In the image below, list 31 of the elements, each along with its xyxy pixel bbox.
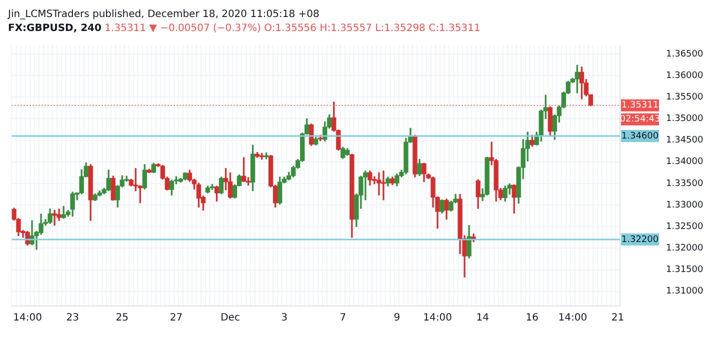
x-tick-label: 14:00 — [13, 312, 42, 324]
x-tick-label: 14:00 — [558, 312, 588, 324]
y-tick-label: 1.33000 — [666, 200, 704, 210]
x-tick-label: 27 — [170, 312, 183, 324]
x-tick-label: 3 — [281, 312, 288, 324]
y-tick-label: 1.34000 — [666, 157, 704, 168]
y-tick-label: 1.31000 — [666, 286, 704, 297]
x-tick-label: 21 — [611, 312, 624, 324]
y-tick-label: 1.36500 — [666, 49, 704, 60]
ref-line-label: 1.34600 — [621, 131, 659, 142]
y-tick-label: 1.35000 — [666, 114, 704, 124]
x-tick-label: 14 — [476, 312, 489, 324]
x-tick-label: 14:00 — [423, 312, 452, 324]
text: Jin_LCMSTraders published, December 18, 2020 11:05:18 +08 — [8, 8, 320, 22]
y-tick-label: 1.35500 — [666, 92, 704, 103]
y-tick-label: 1.36000 — [666, 70, 704, 81]
y-tick-label: 1.31500 — [666, 265, 704, 276]
y-tick-label: 1.32500 — [666, 222, 704, 232]
x-tick-label: 7 — [340, 312, 346, 324]
x-tick-label: Dec — [220, 312, 240, 324]
x-tick-label: 9 — [394, 312, 400, 324]
y-tick-label: 1.32000 — [666, 244, 704, 254]
x-tick-label: 25 — [116, 312, 128, 324]
ref-line-label: 1.32200 — [621, 234, 659, 245]
ref-line-label: 1.35311 — [621, 100, 659, 111]
chart-title: FX:GBPUSD, 240 — [8, 23, 102, 34]
y-tick-label: 1.34500 — [666, 136, 704, 146]
chart-subtitle: 1.35311 ▼ −0.00507 (−0.37%) O:1.35556 H:1.35557 L:1.35298 C:1.35311 — [104, 23, 480, 34]
x-tick-label: 23 — [66, 312, 79, 324]
y-tick-label: 1.33500 — [666, 178, 704, 189]
x-tick-label: 16 — [526, 312, 539, 324]
